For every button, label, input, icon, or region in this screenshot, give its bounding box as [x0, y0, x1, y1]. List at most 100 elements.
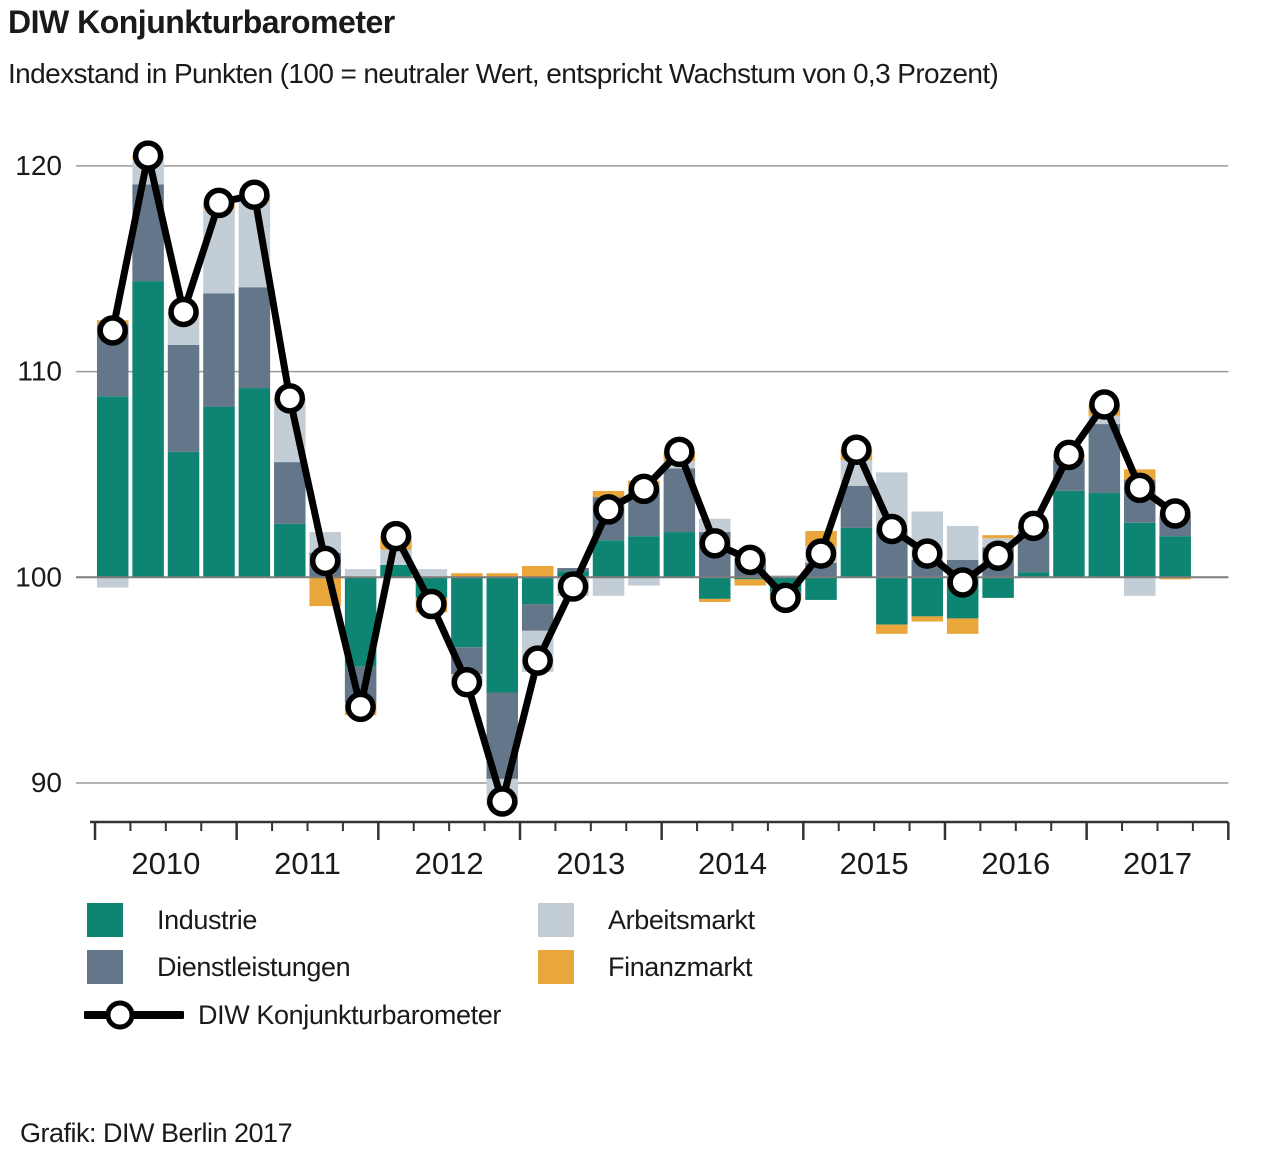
- barometer-marker-2011-Q3: [309, 545, 341, 577]
- barometer-marker-2010-Q4: [203, 187, 235, 219]
- legend-item-finanzmarkt: Finanzmarkt: [538, 950, 753, 984]
- bar-segment-arbeitsmarkt-2017-Q2: [1124, 577, 1156, 596]
- bar-segment-arbeitsmarkt-2014-Q4: [769, 575, 802, 578]
- bar-segment-dienstleistungen-2013-Q1: [521, 604, 554, 631]
- barometer-marker-2014-Q4: [770, 582, 801, 614]
- bar-segment-industrie-2015-Q4: [911, 577, 944, 617]
- bar-segment-industrie-2015-Q1: [805, 577, 837, 600]
- bar-segment-dienstleistungen-2011-Q1: [238, 287, 271, 389]
- bar-segment-finanzmarkt-2016-Q2: [982, 535, 1014, 539]
- bar-segment-industrie-2015-Q3: [876, 577, 908, 625]
- x-year-label: 2010: [131, 846, 200, 881]
- bar-segment-finanzmarkt-2014-Q3: [734, 579, 766, 586]
- legend-item-barometer-line: DIW Konjunkturbarometer: [84, 998, 501, 1032]
- y-tick-label: 90: [31, 767, 62, 798]
- bar-segment-industrie-2014-Q2: [699, 577, 731, 599]
- bar-segment-finanzmarkt-2017-Q3: [1159, 577, 1191, 580]
- legend-item-dienstleistungen: Dienstleistungen: [87, 950, 351, 984]
- bar-segment-arbeitsmarkt-2013-Q3: [592, 577, 625, 596]
- x-year-label: 2011: [274, 846, 341, 881]
- bar-segment-industrie-2017-Q3: [1159, 536, 1191, 578]
- bar-segment-industrie-2016-Q3: [1017, 572, 1050, 578]
- bar-segment-finanzmarkt-2012-Q4: [486, 573, 519, 578]
- bar-segment-industrie-2016-Q2: [982, 577, 1014, 598]
- barometer-marker-2012-Q3: [451, 666, 483, 698]
- bar-segment-dienstleistungen-2010-Q3: [167, 344, 200, 452]
- legend-item-industrie: Industrie: [87, 903, 257, 937]
- barometer-marker-2017-Q2: [1124, 472, 1156, 504]
- barometer-marker-2015-Q2: [841, 434, 872, 466]
- bar-segment-industrie-2010-Q4: [203, 406, 235, 578]
- bar-segment-finanzmarkt-2013-Q1: [521, 565, 554, 578]
- bar-segment-industrie-2011-Q1: [238, 388, 271, 578]
- bar-segment-industrie-2010-Q1: [96, 396, 129, 578]
- legend-label: DIW Konjunkturbarometer: [198, 999, 501, 1030]
- barometer-chart: 90 100 110 120 2010 2011 2012 2013 2014 2015 2016 2…: [15, 140, 1230, 881]
- bar-segment-industrie-2012-Q4: [486, 577, 519, 693]
- barometer-marker-2013-Q2: [557, 571, 589, 602]
- barometer-marker-2017-Q3: [1159, 498, 1191, 529]
- barometer-marker-2016-Q2: [982, 540, 1014, 571]
- bar-segment-dienstleistungen-2010-Q4: [203, 293, 235, 407]
- bar-segment-finanzmarkt-2012-Q3: [451, 573, 483, 578]
- barometer-marker-2016-Q4: [1053, 439, 1085, 471]
- bar-segment-arbeitsmarkt-2013-Q4: [628, 577, 660, 586]
- bar-segment-industrie-2010-Q3: [167, 451, 200, 578]
- bar-segment-industrie-2014-Q1: [663, 532, 696, 578]
- barometer-marker-2013-Q4: [628, 473, 660, 505]
- bar-segment-industrie-2013-Q4: [628, 536, 660, 578]
- bar-segment-dienstleistungen-2015-Q2: [840, 485, 873, 528]
- barometer-marker-2016-Q1: [947, 567, 978, 598]
- x-year-label: 2012: [415, 846, 484, 881]
- y-tick-label: 110: [17, 356, 62, 387]
- x-year-label: 2016: [981, 846, 1050, 881]
- bar-segment-arbeitsmarkt-2017-Q1: [1088, 415, 1121, 425]
- x-year-label: 2013: [556, 846, 625, 881]
- bar-segment-industrie-2012-Q3: [451, 577, 483, 648]
- line-marker-sample-icon: [84, 1000, 184, 1030]
- bar-segment-arbeitsmarkt-2010-Q1: [96, 577, 129, 588]
- bar-segment-finanzmarkt-2015-Q4: [911, 616, 944, 622]
- barometer-marker-2015-Q1: [805, 538, 837, 569]
- bar-segment-industrie-2017-Q1: [1088, 492, 1121, 578]
- bar-segment-industrie-2011-Q2: [274, 523, 306, 578]
- bar-segment-industrie-2017-Q2: [1124, 522, 1156, 578]
- legend-label: Dienstleistungen: [157, 951, 351, 982]
- bar-segment-industrie-2010-Q2: [132, 281, 164, 578]
- barometer-marker-2014-Q3: [734, 544, 766, 576]
- barometer-marker-2010-Q1: [97, 315, 128, 346]
- barometer-marker-2011-Q2: [274, 383, 306, 414]
- barometer-marker-2012-Q1: [380, 520, 412, 552]
- page-title: DIW Konjunkturbarometer: [8, 4, 395, 40]
- arbeitsmarkt-swatch: [538, 903, 574, 937]
- barometer-marker-2010-Q3: [168, 296, 199, 328]
- industrie-swatch: [87, 903, 123, 937]
- bar-segment-finanzmarkt-2013-Q3: [592, 490, 625, 498]
- legend-label: Industrie: [157, 904, 257, 935]
- bar-segment-finanzmarkt-2015-Q3: [876, 624, 908, 634]
- barometer-marker-2013-Q3: [593, 494, 624, 525]
- bar-segment-industrie-2016-Q4: [1053, 490, 1085, 578]
- y-tick-label: 100: [15, 561, 62, 592]
- barometer-marker-2016-Q3: [1018, 510, 1049, 542]
- dienstleistungen-swatch: [87, 950, 123, 984]
- barometer-marker-2017-Q1: [1089, 389, 1120, 420]
- barometer-marker-2013-Q1: [522, 645, 553, 676]
- barometer-marker-2010-Q2: [132, 140, 164, 171]
- source-credit: Grafik: DIW Berlin 2017: [20, 1118, 293, 1148]
- bar-segment-arbeitsmarkt-2010-Q4: [203, 209, 235, 294]
- bar-segment-industrie-2013-Q1: [521, 577, 554, 605]
- x-year-label: 2014: [698, 846, 767, 881]
- x-year-label: 2017: [1123, 846, 1192, 881]
- bar-segment-dienstleistungen-2011-Q2: [274, 462, 306, 524]
- x-year-label: 2015: [840, 846, 909, 881]
- bar-segment-finanzmarkt-2016-Q1: [946, 618, 979, 634]
- barometer-marker-2011-Q4: [345, 691, 376, 723]
- barometer-marker-2012-Q2: [416, 588, 447, 620]
- legend-item-arbeitsmarkt: Arbeitsmarkt: [538, 903, 755, 937]
- finanzmarkt-swatch: [538, 950, 574, 984]
- bar-segment-arbeitsmarkt-2016-Q1: [946, 525, 979, 560]
- barometer-marker-2015-Q3: [876, 513, 908, 545]
- bar-segment-industrie-2013-Q3: [592, 540, 625, 578]
- barometer-marker-2011-Q1: [239, 179, 270, 210]
